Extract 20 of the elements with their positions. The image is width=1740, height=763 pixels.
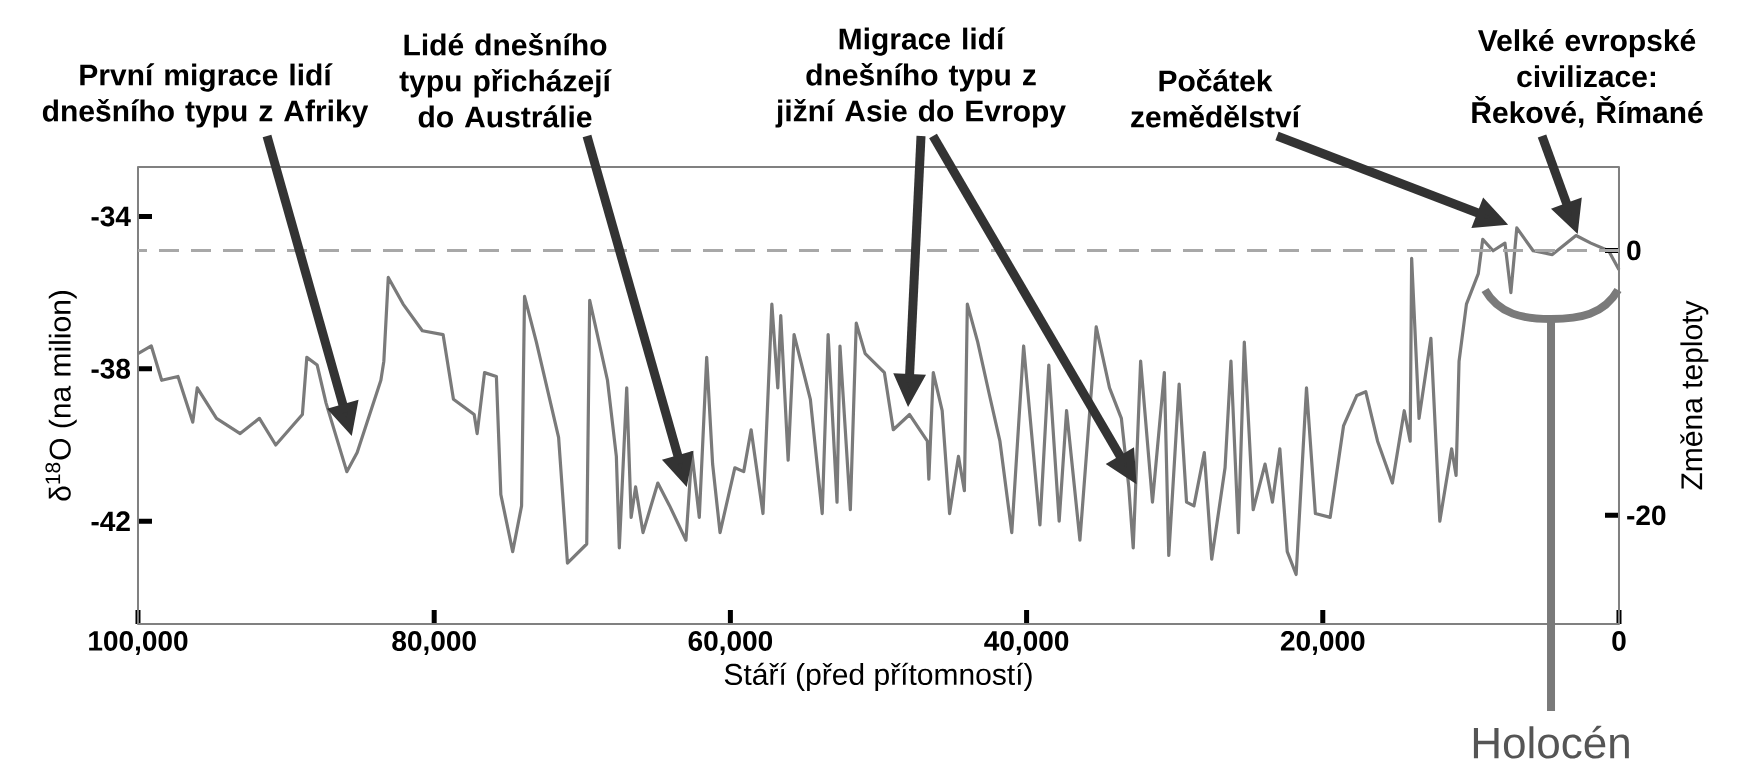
y2-tick-label: 0 [1627,240,1641,261]
y-tick-label: -34 [91,206,131,227]
text: První migrace lidí dnešního typu z Afriky [42,63,369,128]
x-tick-label: 80,000 [392,631,476,655]
x-tick-label: 100,000 [89,631,188,655]
x-tick-label: 20,000 [1280,631,1365,655]
x-tick-label: 0 [1612,631,1626,651]
y-axis-title: δ$^{18}$O (na milion) [45,291,77,501]
x-tick-label: 40,000 [984,631,1069,655]
text: Holocén [1473,725,1629,759]
text: Lidé dnešního typu přicházejí do Austrálie [399,32,612,128]
x-tick-label: 60,000 [688,631,773,655]
text: Migrace lidí dnešního typu z jižní Asie do Evropy [775,27,1066,128]
text: Počátek zemědělství [1131,68,1301,128]
y2-axis-title: Změna teploty [1680,300,1709,490]
y2-tick-label: -20 [1627,505,1666,526]
text: Velké evropské civilizace: Řekové, Římané [1472,28,1703,128]
y-tick-label: -42 [91,511,130,531]
x-axis-title: Stáří (před přítomností) [724,662,1032,691]
y-tick-label: -38 [91,358,131,379]
